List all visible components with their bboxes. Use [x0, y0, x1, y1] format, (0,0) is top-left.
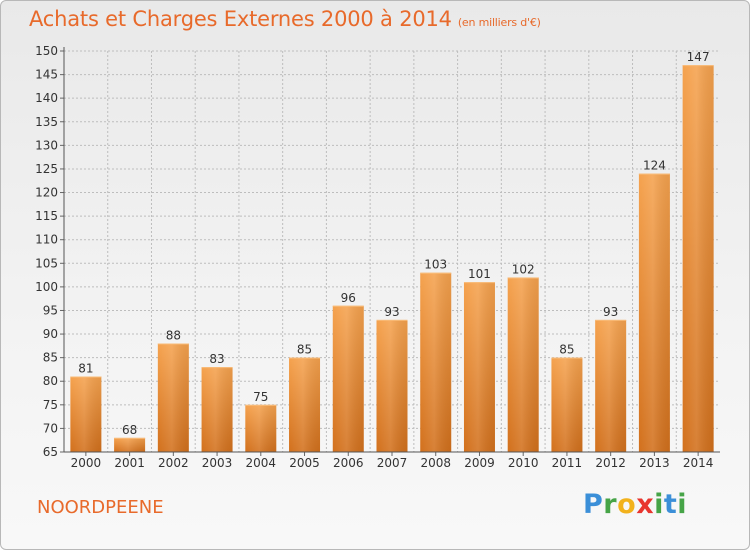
y-tick-label: 150: [35, 44, 58, 58]
value-label: 96: [341, 291, 356, 305]
bar-shine: [157, 343, 189, 452]
y-tick-label: 135: [35, 115, 58, 129]
y-tick-label: 90: [43, 327, 58, 341]
y-tick-label: 105: [35, 256, 58, 270]
chart-subtitle: (en milliers d'€): [457, 16, 541, 29]
x-tick-label: 2010: [508, 456, 539, 470]
y-tick-label: 100: [35, 280, 58, 294]
x-tick-label: 2006: [333, 456, 364, 470]
proxiti-logo[interactable]: Proxiti: [583, 489, 688, 520]
x-tick-label: 2007: [377, 456, 408, 470]
bar-shine: [420, 272, 452, 452]
value-label: 68: [122, 423, 137, 437]
value-label: 147: [687, 50, 710, 64]
commune-name: NOORDPEENE: [37, 497, 164, 518]
y-tick-label: 140: [35, 91, 58, 105]
x-tick-label: 2001: [114, 456, 145, 470]
x-tick-label: 2002: [158, 456, 189, 470]
bar-chart: 81 68 88 83 75 85 96 93 103 101 102 85 93 124 147 65 70…: [35, 44, 720, 470]
value-label: 103: [424, 258, 447, 272]
chart-title: Achats et Charges Externes 2000 à 2014 (e…: [29, 7, 541, 31]
x-tick-label: 2003: [202, 456, 233, 470]
value-labels: 81 68 88 83 75 85 96 93 103 101 102 85 93 124 147: [78, 50, 709, 437]
axes: 65 70 75 80 85 90 95 100 105 110 115 120 125 130 135 14…: [35, 44, 720, 470]
value-label: 102: [512, 262, 535, 276]
value-label: 93: [384, 305, 399, 319]
bar-shine: [463, 282, 495, 452]
value-label: 75: [253, 390, 268, 404]
y-tick-label: 95: [43, 303, 58, 317]
chart-title-text: Achats et Charges Externes 2000 à 2014: [29, 7, 452, 31]
bars: [70, 65, 714, 453]
bar-shine: [638, 173, 670, 453]
x-tick-label: 2005: [289, 456, 320, 470]
x-tick-label: 2013: [639, 456, 670, 470]
bar-shine: [70, 376, 102, 452]
y-tick-label: 70: [43, 421, 58, 435]
bar-shine: [289, 357, 321, 452]
x-tick-label: 2012: [595, 456, 626, 470]
value-label: 101: [468, 267, 491, 281]
bar-shine: [332, 305, 364, 452]
x-tick-label: 2009: [464, 456, 495, 470]
bar-shine: [595, 319, 627, 452]
y-tick-label: 115: [35, 209, 58, 223]
value-label: 124: [643, 159, 666, 173]
value-label: 93: [603, 305, 618, 319]
x-tick-label: 2008: [420, 456, 451, 470]
y-tick-label: 75: [43, 398, 58, 412]
bar-shine: [201, 367, 233, 452]
y-tick-label: 65: [43, 445, 58, 459]
bar-shine: [682, 65, 714, 452]
bar-shine: [507, 277, 539, 452]
y-tick-label: 130: [35, 138, 58, 152]
y-tick-label: 120: [35, 186, 58, 200]
y-tick-label: 110: [35, 233, 58, 247]
bar-shine: [551, 357, 583, 452]
bar-shine: [245, 404, 277, 452]
value-label: 83: [209, 352, 224, 366]
x-tick-label: 2004: [246, 456, 277, 470]
value-label: 88: [166, 328, 181, 342]
y-tick-label: 145: [35, 68, 58, 82]
x-tick-label: 2011: [552, 456, 583, 470]
y-tick-label: 85: [43, 351, 58, 365]
bar-shine: [114, 437, 146, 452]
value-label: 85: [297, 343, 312, 357]
x-tick-label: 2000: [71, 456, 102, 470]
bar-shine: [376, 319, 408, 452]
x-tick-label: 2014: [683, 456, 714, 470]
y-tick-label: 125: [35, 162, 58, 176]
value-label: 85: [559, 343, 574, 357]
y-tick-label: 80: [43, 374, 58, 388]
value-label: 81: [78, 362, 93, 376]
